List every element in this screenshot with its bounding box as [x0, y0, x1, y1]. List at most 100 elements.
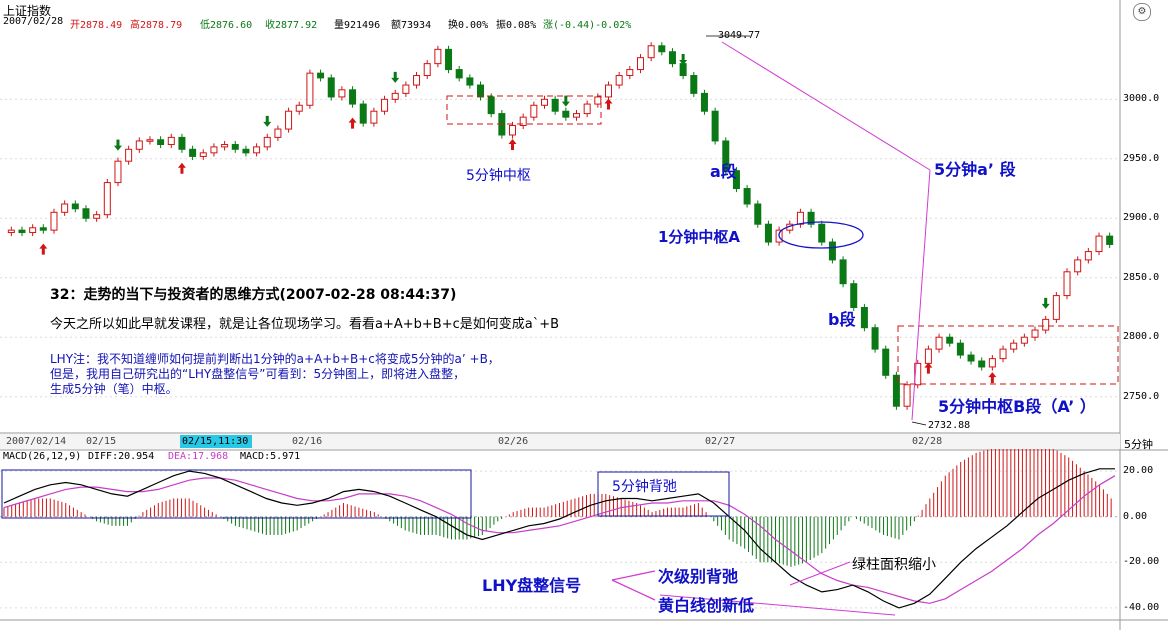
candle-up: [295, 104, 303, 112]
candle-down: [466, 77, 474, 86]
label-hub-1min-a: 1分钟中枢A: [658, 228, 741, 246]
candle-up: [914, 362, 922, 386]
macd-tick-label: 0.00: [1123, 510, 1148, 522]
buy-signal-arrow: [348, 117, 357, 129]
candle-down: [679, 63, 687, 77]
candle-up: [125, 148, 133, 162]
lhy-signal-arrows: [611, 570, 656, 601]
candle-up: [7, 229, 15, 234]
lhy-signal-box: [1, 469, 472, 519]
candle-up: [796, 211, 804, 225]
quote-turnover: 换0.00%: [448, 20, 489, 31]
buy-signal-arrow: [508, 139, 517, 151]
candle-up: [413, 75, 421, 86]
sell-signal-arrow: [1041, 297, 1050, 309]
candle-down: [882, 348, 890, 376]
candle-up: [1095, 235, 1103, 253]
candle-down: [157, 139, 165, 146]
candle-down: [754, 203, 762, 225]
candle-up: [572, 113, 580, 118]
time-label-6: 02/28: [912, 436, 943, 447]
candle-up: [530, 104, 538, 118]
quote-amount: 额73934: [391, 20, 432, 31]
sell-signal-arrow: [561, 95, 570, 107]
candle-up: [103, 182, 111, 216]
candle-down: [978, 360, 986, 368]
candle-down: [82, 208, 90, 219]
price-tick-label: 2750.0: [1123, 390, 1160, 402]
low-marker-label: 2732.88: [928, 420, 971, 431]
candle-up: [1074, 259, 1082, 273]
period-label[interactable]: 5分钟: [1124, 438, 1153, 451]
candle-up: [1042, 318, 1050, 331]
price-tick-label: 2850.0: [1123, 271, 1160, 283]
candle-up: [935, 336, 943, 350]
sell-signal-arrow: [113, 139, 122, 151]
candle-up: [167, 136, 175, 146]
candle-up: [541, 98, 549, 106]
candle-down: [722, 140, 730, 172]
candle-down: [1106, 235, 1114, 245]
note-line-1: LHY注：我不知道缠师如何提前判断出1分钟的a+A+b+B+c将变成5分钟的a’…: [50, 352, 500, 366]
candle-down: [231, 144, 239, 150]
candle-up: [274, 128, 282, 138]
candle-up: [1031, 329, 1039, 338]
macd-tick-label: 20.00: [1123, 465, 1154, 477]
candle-up: [285, 110, 293, 130]
buy-signal-arrow: [988, 372, 997, 384]
quote-date: 2007/02/28: [3, 16, 64, 27]
candle-up: [50, 211, 58, 231]
candle-up: [594, 96, 602, 105]
label-sub-divergence: 次级别背弛: [658, 567, 739, 586]
candle-down: [18, 229, 26, 234]
quote-low: 低2876.60: [200, 20, 253, 31]
candle-down: [871, 327, 879, 350]
candle-down: [551, 98, 559, 112]
candle-down: [39, 227, 47, 231]
candle-down: [818, 223, 826, 243]
candle-up: [61, 203, 69, 213]
cursor-time-highlight: [180, 435, 252, 448]
candle-down: [349, 89, 357, 105]
candle-up: [402, 84, 410, 94]
candle-up: [221, 144, 229, 148]
candle-down: [359, 103, 367, 124]
candle-down: [487, 96, 495, 115]
macd-diff: DIFF:20.954: [88, 451, 155, 462]
quote-amplitude: 振0.08%: [496, 20, 537, 31]
note-line-3: 生成5分钟（笔）中枢。: [50, 382, 178, 396]
label-seg-a-prime: 5分钟a’ 段: [934, 160, 1016, 179]
time-label-5: 02/27: [705, 436, 736, 447]
article-body: 今天之所以如此早就发课程，就是让各位现场学习。看看a+A+b+B+c是如何变成a…: [50, 317, 560, 332]
candle-up: [903, 384, 911, 407]
macd-histogram: [3, 443, 1112, 567]
sell-signal-arrow: [263, 115, 272, 127]
macd-params: MACD(26,12,9): [3, 451, 82, 462]
candle-up: [519, 116, 527, 126]
candle-up: [114, 160, 122, 184]
candle-up: [1063, 271, 1071, 297]
segment-a-prime-line-lower: [911, 169, 931, 421]
price-tick-label: 2900.0: [1123, 212, 1160, 224]
candle-up: [146, 139, 154, 142]
settings-gear-icon[interactable]: ⚙: [1133, 3, 1151, 21]
buy-signal-arrow: [604, 98, 613, 110]
candle-down: [317, 72, 325, 79]
hub-1min-a-ellipse: [778, 221, 864, 249]
candle-up: [210, 146, 218, 154]
note-line-2: 但是，我用自己研究出的“LHY盘整信号”可看到：5分钟图上，即将进入盘整，: [50, 367, 466, 381]
candles: [7, 42, 1114, 410]
candle-up: [1052, 295, 1060, 320]
candle-down: [764, 223, 772, 243]
low-marker-line: [911, 421, 927, 426]
candle-up: [1084, 251, 1092, 261]
quote-open: 开2878.49: [70, 20, 123, 31]
dea-line: [3, 475, 1116, 604]
buy-signal-arrow: [924, 362, 933, 374]
label-seg-a: a段: [710, 162, 737, 181]
candle-down: [71, 203, 79, 210]
candle-up: [924, 348, 932, 364]
candle-down: [743, 188, 751, 205]
sell-signal-arrow: [391, 71, 400, 83]
